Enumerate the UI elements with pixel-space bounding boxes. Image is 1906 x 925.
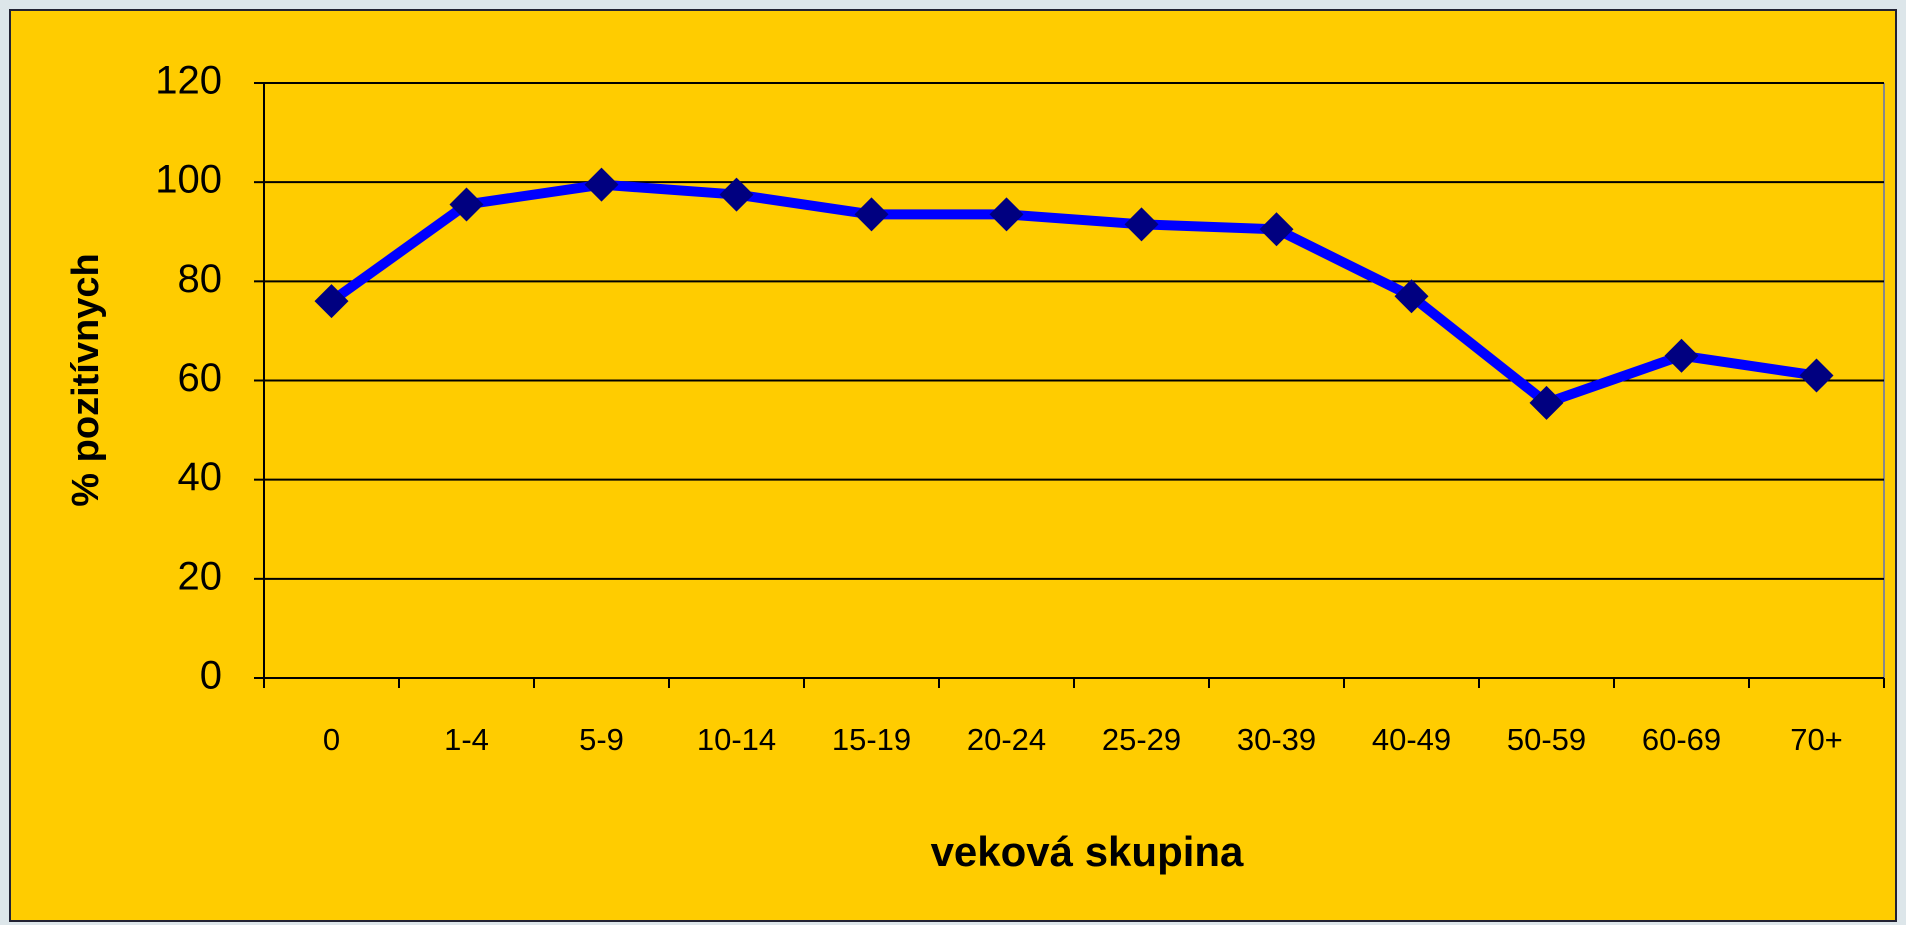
x-tick-label: 70+ — [1790, 722, 1843, 757]
marker — [854, 197, 889, 232]
x-tick-label: 10-14 — [697, 722, 776, 757]
x-axis-title: veková skupina — [931, 828, 1244, 875]
marker — [449, 187, 484, 222]
x-tick-label: 20-24 — [967, 722, 1046, 757]
chart-panel — [9, 9, 1897, 922]
marker — [989, 197, 1024, 232]
y-axis-title: % pozitívnych — [65, 253, 107, 506]
x-tick-label: 40-49 — [1372, 722, 1451, 757]
y-tick-label: 0 — [200, 654, 222, 698]
x-tick-label: 5-9 — [579, 722, 624, 757]
y-tick-label: 20 — [178, 554, 223, 598]
marker — [314, 284, 349, 319]
marker — [1394, 279, 1429, 314]
x-tick-label: 50-59 — [1507, 722, 1586, 757]
x-tick-label: 0 — [323, 722, 340, 757]
y-tick-label: 120 — [155, 59, 222, 103]
y-tick-label: 80 — [178, 257, 223, 301]
x-tick-label: 60-69 — [1642, 722, 1721, 757]
x-tick-label: 25-29 — [1102, 722, 1181, 757]
marker — [1124, 207, 1159, 242]
series-line — [328, 179, 1818, 408]
marker — [1799, 358, 1834, 393]
x-tick-label: 30-39 — [1237, 722, 1316, 757]
y-tick-label: 40 — [178, 455, 223, 499]
x-tick-label: 15-19 — [832, 722, 911, 757]
marker — [719, 177, 754, 212]
marker — [1529, 385, 1564, 420]
x-tick-label: 1-4 — [444, 722, 489, 757]
marker — [1259, 212, 1294, 247]
marker — [584, 167, 619, 202]
y-tick-label: 100 — [155, 158, 222, 202]
y-tick-label: 60 — [178, 356, 223, 400]
marker — [1664, 338, 1699, 373]
